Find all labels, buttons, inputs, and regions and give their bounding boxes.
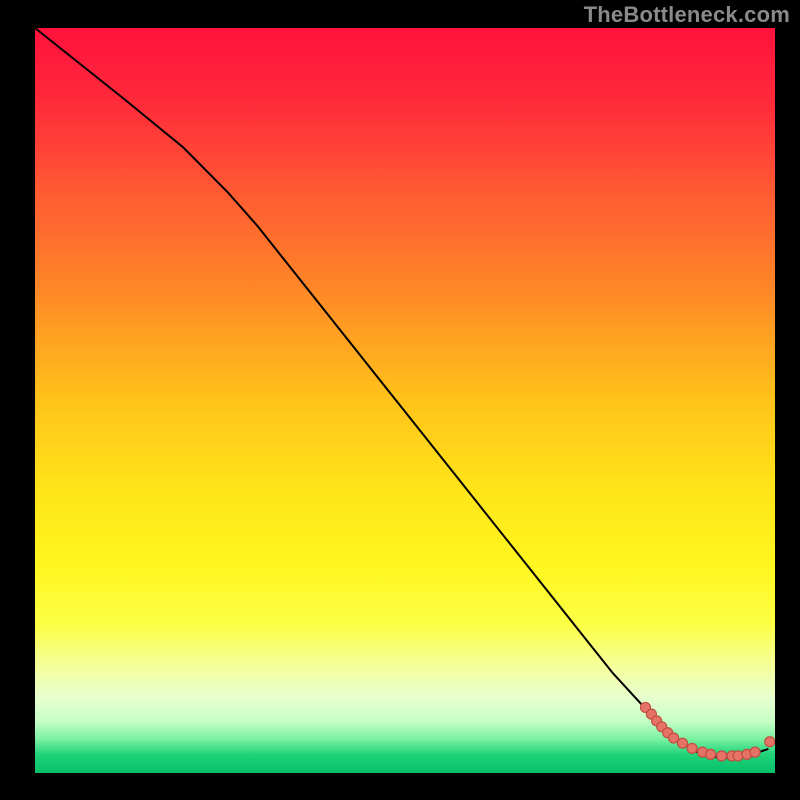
plot-area <box>35 28 775 773</box>
data-marker <box>669 733 679 743</box>
data-marker <box>717 751 727 761</box>
data-marker <box>706 749 716 759</box>
data-marker <box>750 747 760 757</box>
chart-frame: { "watermark": { "text": "TheBottleneck.… <box>0 0 800 800</box>
watermark-text: TheBottleneck.com <box>584 2 790 28</box>
plot-svg <box>35 28 775 773</box>
plot-background <box>35 28 775 773</box>
data-marker <box>687 743 697 753</box>
data-marker <box>678 738 688 748</box>
data-marker <box>765 737 775 747</box>
